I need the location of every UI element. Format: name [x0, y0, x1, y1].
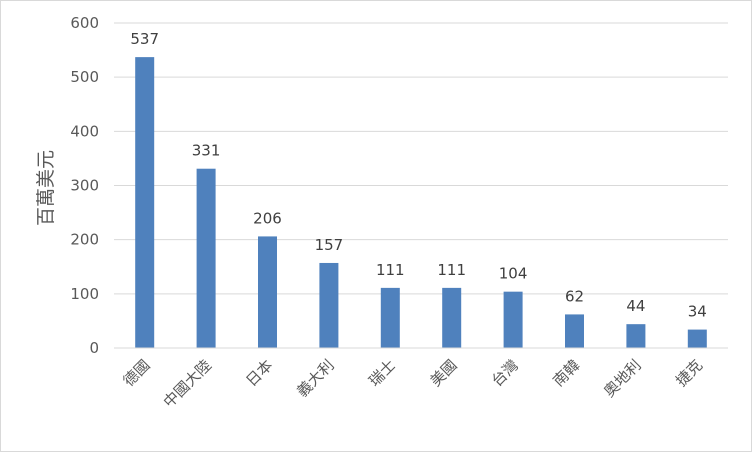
- bar: [626, 324, 646, 348]
- y-tick-label: 100: [70, 285, 99, 303]
- bar: [196, 168, 216, 348]
- y-tick-label: 0: [89, 339, 99, 357]
- data-label: 206: [253, 209, 282, 227]
- category-label: 捷克: [672, 356, 706, 390]
- y-tick-label: 400: [70, 122, 99, 140]
- data-labels: 537 331 206 157 111 111 104 62 44 34: [130, 30, 706, 320]
- category-label: 日本: [242, 356, 276, 390]
- data-label: 331: [192, 142, 221, 160]
- data-label: 157: [315, 236, 344, 254]
- y-tick-label: 300: [70, 177, 99, 195]
- data-label: 34: [688, 303, 707, 321]
- category-label: 南韓: [549, 356, 583, 390]
- y-tick-label: 200: [70, 231, 99, 249]
- category-label: 奧地利: [600, 356, 645, 401]
- data-label: 104: [499, 265, 528, 283]
- bar: [565, 314, 584, 348]
- category-label: 中國大陸: [160, 356, 215, 411]
- category-label: 美國: [427, 356, 461, 390]
- data-label: 111: [376, 261, 405, 279]
- y-axis-ticks: 0 100 200 300 400 500 600: [70, 14, 99, 357]
- category-label: 瑞士: [365, 356, 399, 390]
- data-label: 62: [565, 287, 584, 305]
- bar: [380, 287, 400, 348]
- bar: [319, 262, 339, 348]
- bar: [135, 57, 155, 348]
- category-label: 德國: [120, 356, 154, 390]
- bar: [503, 291, 523, 348]
- data-label: 44: [626, 297, 645, 315]
- category-labels: 德國 中國大陸 日本 義大利 瑞士 美國 台灣 南韓 奧地利 捷克: [120, 356, 707, 411]
- bars: [114, 57, 728, 349]
- category-label: 台灣: [488, 356, 522, 390]
- data-label: 111: [437, 261, 466, 279]
- data-label: 537: [130, 30, 159, 48]
- y-axis-title: 百萬美元: [35, 150, 57, 226]
- y-tick-label: 500: [70, 68, 99, 86]
- bar: [258, 236, 277, 348]
- category-label: 義大利: [293, 356, 338, 401]
- bar: [687, 329, 707, 348]
- bar: [442, 287, 462, 348]
- y-tick-label: 600: [70, 14, 99, 32]
